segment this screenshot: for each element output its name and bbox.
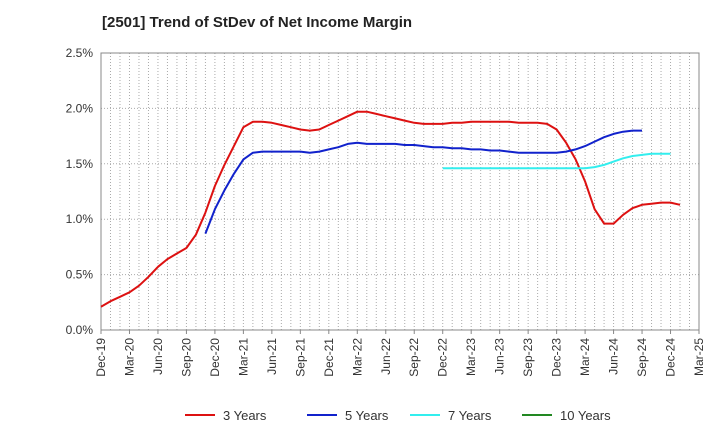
x-tick-label: Mar-21: [236, 338, 250, 376]
x-tick-label: Mar-25: [692, 338, 706, 376]
x-tick-label: Jun-23: [493, 338, 507, 375]
y-tick-label: 0.0%: [66, 323, 94, 337]
x-tick-label: Jun-24: [607, 338, 621, 375]
x-tick-label: Dec-21: [322, 338, 336, 377]
legend-label-7-years: 7 Years: [448, 408, 492, 423]
legend-label-3-years: 3 Years: [223, 408, 267, 423]
chart-title: [2501] Trend of StDev of Net Income Marg…: [102, 14, 413, 31]
series-line-5-years: [204, 129, 642, 234]
x-tick-label: Sep-23: [521, 338, 535, 377]
grid-layer: [101, 53, 699, 330]
legend-label-5-years: 5 Years: [345, 408, 389, 423]
series-layer: [100, 110, 681, 308]
x-tick-label: Sep-24: [635, 338, 649, 377]
y-tick-label: 1.5%: [66, 157, 94, 171]
x-tick-label: Mar-24: [578, 338, 592, 376]
x-tick-label: Jun-20: [151, 338, 165, 375]
x-tick-label: Dec-20: [208, 338, 222, 377]
x-tick-label: Dec-22: [436, 338, 450, 377]
x-tick-label: Dec-24: [664, 338, 678, 377]
x-tick-label: Mar-23: [464, 338, 478, 376]
series-line-7-years: [442, 152, 671, 170]
x-tick-label: Jun-21: [265, 338, 279, 375]
y-tick-label: 0.5%: [66, 268, 94, 282]
x-tick-label: Mar-22: [350, 338, 364, 376]
series-line-3-years: [100, 110, 681, 308]
x-tick-label: Dec-19: [94, 338, 108, 377]
legend-layer: 3 Years 5 Years 7 Years 10 Years: [185, 408, 611, 423]
axis-layer: 0.0% 0.5% 1.0% 1.5% 2.0% 2.5% Dec-19 Mar-20 Jun-…: [66, 46, 706, 377]
x-tick-label: Sep-20: [179, 338, 193, 377]
legend-label-10-years: 10 Years: [560, 408, 611, 423]
y-tick-label: 2.5%: [66, 46, 94, 60]
x-tick-label: Sep-22: [407, 338, 421, 377]
x-tick-label: Jun-22: [379, 338, 393, 375]
x-tick-label: Mar-20: [122, 338, 136, 376]
x-tick-label: Sep-21: [293, 338, 307, 377]
y-tick-label: 1.0%: [66, 212, 94, 226]
x-tick-label: Dec-23: [550, 338, 564, 377]
y-tick-label: 2.0%: [66, 101, 94, 115]
plot-frame: [100, 52, 700, 331]
